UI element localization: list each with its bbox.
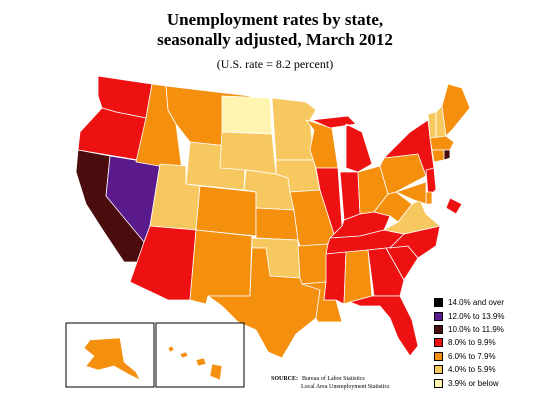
state-FL	[349, 295, 419, 357]
state-DC	[445, 197, 463, 215]
state-ND	[221, 95, 273, 135]
state-IN	[339, 171, 361, 221]
state-GA	[367, 247, 405, 297]
state-AK	[83, 337, 141, 381]
state-NY	[383, 119, 435, 177]
legend-label: 4.0% to 5.9%	[448, 365, 496, 375]
map-title-line2: seasonally adjusted, March 2012	[157, 30, 393, 49]
legend-label: 3.9% or below	[448, 378, 499, 388]
legend-label: 12.0% to 13.9%	[448, 311, 505, 321]
state-NJ	[425, 167, 437, 197]
source-line1: Bureau of Labor Statistics	[302, 376, 365, 382]
state-RI	[443, 149, 451, 161]
source-label: SOURCE:	[271, 376, 299, 382]
legend-swatch	[434, 351, 443, 361]
legend-swatch	[434, 338, 443, 348]
state-MI	[311, 115, 373, 173]
state-ME	[441, 83, 471, 137]
legend-row: 3.9% or below	[434, 376, 546, 389]
state-MD	[395, 181, 427, 205]
state-AL	[343, 249, 373, 305]
state-TX	[207, 247, 321, 359]
source-note: SOURCE: Bureau of Labor Statistics Local …	[271, 375, 431, 391]
map-title-line1: Unemployment rates by state,	[166, 10, 384, 29]
legend-swatch	[434, 298, 443, 308]
legend-row: 14.0% and over	[434, 296, 546, 309]
legend-label: 10.0% to 11.9%	[448, 324, 504, 334]
legend-row: 8.0% to 9.9%	[434, 336, 546, 349]
state-KS	[255, 207, 299, 241]
legend-swatch	[434, 324, 443, 334]
map-legend: 14.0% and over 12.0% to 13.9% 10.0% to 1…	[434, 296, 546, 390]
state-MA	[429, 135, 455, 151]
state-MS	[323, 251, 347, 305]
state-DE	[425, 191, 433, 205]
state-CO	[195, 185, 257, 237]
state-AR	[297, 243, 329, 285]
legend-swatch	[434, 365, 443, 375]
legend-row: 10.0% to 11.9%	[434, 323, 546, 336]
legend-label: 8.0% to 9.9%	[448, 338, 496, 348]
source-line2: Local Area Unemployment Statistics	[301, 384, 390, 390]
legend-row: 12.0% to 13.9%	[434, 309, 546, 322]
state-SD	[219, 131, 277, 175]
state-NM	[189, 229, 253, 305]
hawaii-inset-frame	[155, 322, 245, 388]
state-CT	[431, 149, 445, 163]
legend-swatch	[434, 311, 443, 321]
legend-label: 6.0% to 7.9%	[448, 351, 496, 361]
state-MN	[271, 97, 317, 161]
legend-row: 4.0% to 5.9%	[434, 363, 546, 376]
state-HI	[167, 345, 223, 381]
legend-row: 6.0% to 7.9%	[434, 350, 546, 363]
legend-swatch	[434, 378, 443, 388]
alaska-inset-frame	[65, 322, 155, 388]
legend-label: 14.0% and over	[448, 298, 505, 308]
map-subtitle: (U.S. rate = 8.2 percent)	[216, 57, 334, 71]
